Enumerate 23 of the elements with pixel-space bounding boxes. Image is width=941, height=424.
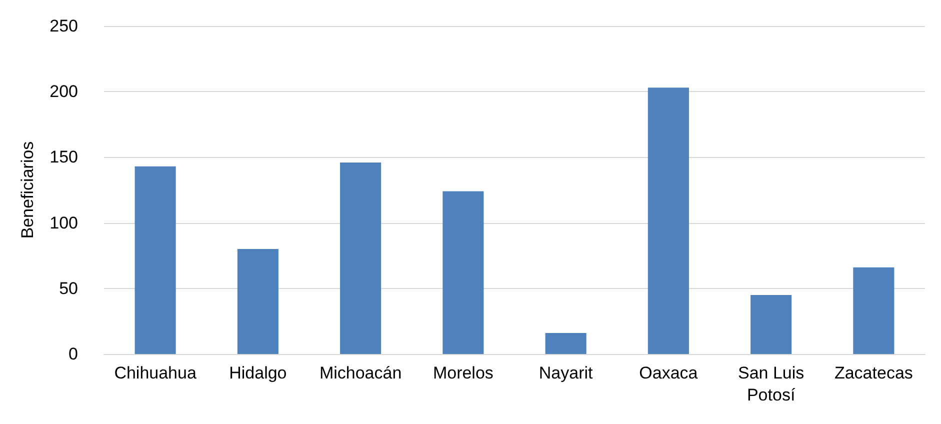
- x-tick-label: Oaxaca: [639, 364, 698, 382]
- x-tick-label: Michoacán: [319, 364, 402, 382]
- bar: [750, 294, 792, 354]
- bar: [853, 267, 894, 354]
- x-tick-label: Zacatecas: [834, 364, 913, 382]
- y-tick-label: 150: [50, 148, 78, 167]
- y-tick-label: 100: [50, 213, 78, 232]
- y-axis-title: Beneficiarios: [18, 141, 37, 239]
- x-tick-label: Nayarit: [538, 364, 594, 382]
- x-tick-label: San Luis Potosí: [738, 364, 804, 404]
- bar: [648, 88, 689, 354]
- x-tick-label: Hidalgo: [229, 364, 287, 382]
- x-tick-label: Chihuahua: [114, 364, 197, 382]
- bar: [442, 191, 484, 354]
- bar: [340, 162, 382, 354]
- bar: [134, 166, 176, 354]
- y-tick-label: 0: [68, 344, 78, 364]
- x-tick-label: Morelos: [432, 364, 494, 382]
- bar: [237, 249, 278, 354]
- y-tick-label: 250: [50, 16, 78, 36]
- y-tick-label: 200: [50, 82, 78, 102]
- bar: [545, 333, 586, 354]
- y-tick-label: 50: [59, 278, 78, 298]
